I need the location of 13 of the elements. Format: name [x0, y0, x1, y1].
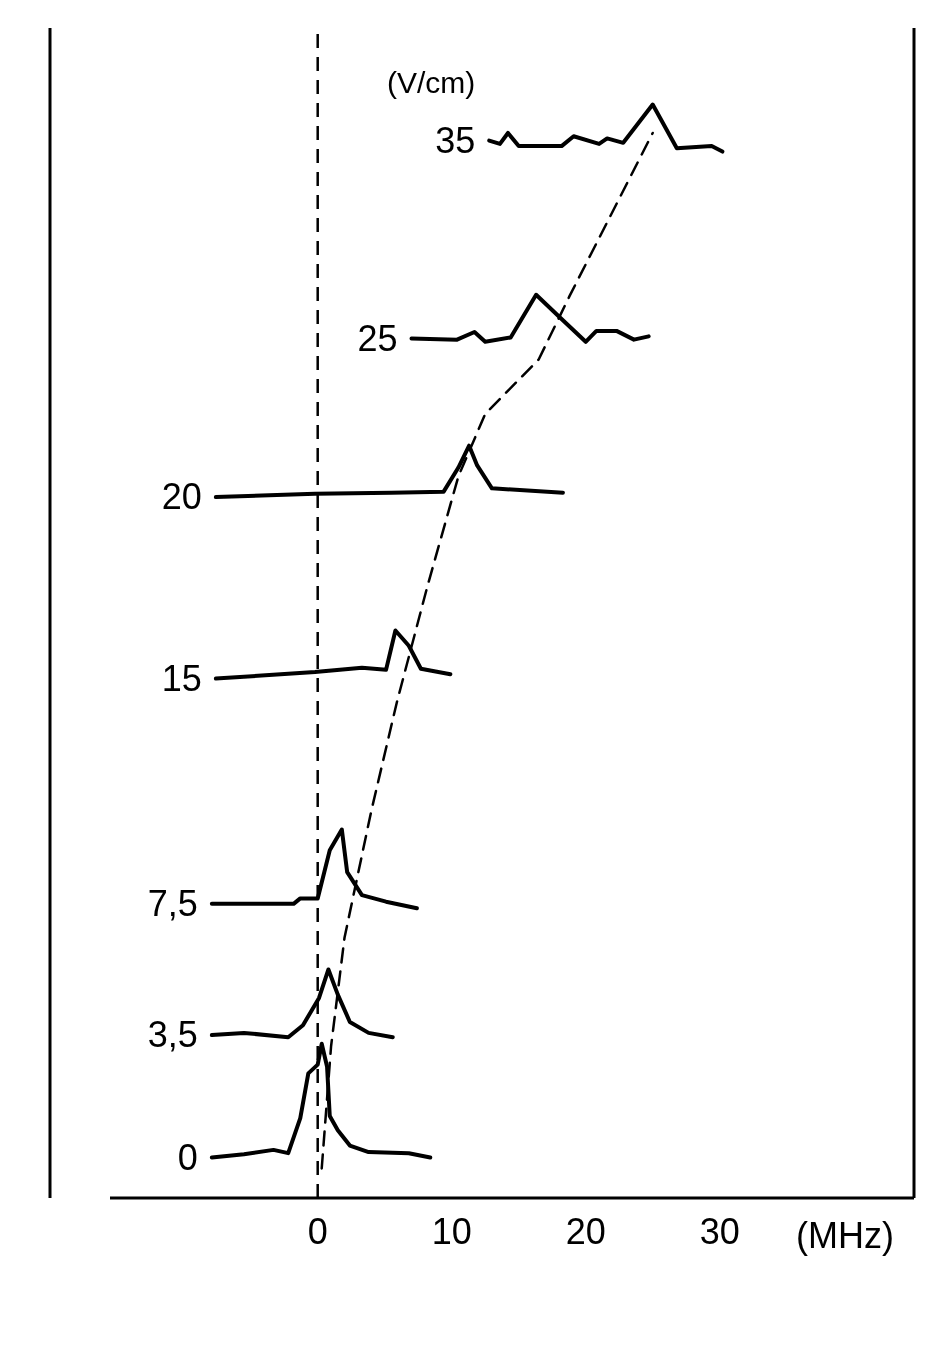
x-tick-label: 20 — [565, 1210, 606, 1252]
series-label: 35 — [435, 119, 476, 161]
series-label: 3,5 — [147, 1014, 198, 1056]
series-label: 7,5 — [147, 882, 198, 924]
series-label: 0 — [177, 1136, 198, 1178]
x-tick-label: 10 — [431, 1210, 472, 1252]
series-label: 25 — [357, 317, 398, 359]
legend-title: (V/cm) — [386, 65, 476, 99]
x-tick-label: 30 — [699, 1210, 740, 1252]
series-label: 20 — [161, 476, 202, 518]
x-tick-label: 0 — [307, 1210, 328, 1252]
series-label: 15 — [161, 657, 202, 699]
x-axis-title: (MHz) — [796, 1215, 894, 1256]
